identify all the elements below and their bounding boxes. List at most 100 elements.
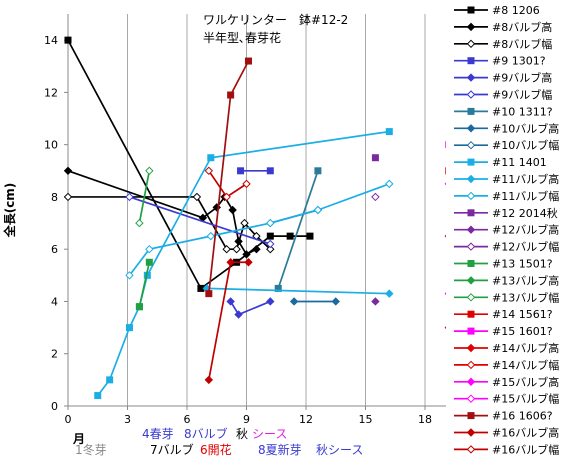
data-point xyxy=(207,154,215,162)
legend-swatch-marker xyxy=(467,6,475,14)
y-tick-label: 14 xyxy=(44,34,58,47)
data-point xyxy=(266,218,275,228)
x-tick-label: 12 xyxy=(299,413,313,426)
legend-swatch-marker xyxy=(466,90,476,99)
series-line xyxy=(129,196,271,245)
y-tick-label: 0 xyxy=(51,400,58,413)
legend-swatch-marker xyxy=(467,57,475,65)
data-point xyxy=(266,167,274,175)
data-point xyxy=(385,128,393,136)
annotation-label: 8夏新芽 xyxy=(258,442,302,457)
data-point xyxy=(237,167,245,175)
data-point xyxy=(306,232,314,240)
data-point xyxy=(125,324,133,332)
x-axis-label: 月 xyxy=(72,432,85,446)
legend-entry-label: #8 1206 xyxy=(492,4,540,17)
y-tick-label: 4 xyxy=(51,295,58,308)
data-point xyxy=(205,290,213,298)
annotation-label: 秋シース xyxy=(316,443,363,457)
legend-entry-label: #14バルブ幅 xyxy=(492,358,559,372)
data-point xyxy=(222,244,231,254)
legend-entry-label: #12 2014秋 xyxy=(492,206,558,220)
data-point xyxy=(266,297,275,306)
legend-entry-label: #9バルブ幅 xyxy=(492,88,552,102)
data-point xyxy=(197,284,205,292)
legend-swatch-marker xyxy=(466,360,476,370)
y-tick-label: 12 xyxy=(44,86,58,99)
x-tick-label: 15 xyxy=(359,413,373,426)
data-point xyxy=(232,244,241,254)
y-tick-label: 10 xyxy=(44,139,58,152)
series-line xyxy=(67,169,257,256)
legend-entry-label: #8バルブ高 xyxy=(492,20,552,34)
data-point xyxy=(135,218,144,228)
data-point xyxy=(331,297,340,306)
legend-entry-label: #15バルブ幅 xyxy=(492,392,559,406)
x-tick-label: 6 xyxy=(184,413,191,426)
legend-entry-label: #13バルブ幅 xyxy=(492,290,559,304)
legend-background xyxy=(446,2,572,462)
series-line xyxy=(206,287,390,295)
data-point xyxy=(204,166,214,176)
data-point xyxy=(385,289,394,298)
x-tick-label: 9 xyxy=(243,413,250,426)
legend-swatch-marker xyxy=(466,276,476,285)
data-point xyxy=(135,303,143,311)
legend-entry-label: #16 1606? xyxy=(492,410,553,423)
series-line xyxy=(208,170,247,199)
legend-swatch-marker xyxy=(466,445,476,454)
legend-entry-label: #11バルブ高 xyxy=(492,172,559,186)
data-point xyxy=(234,310,243,319)
data-point xyxy=(226,297,235,306)
data-point xyxy=(313,205,323,215)
legend-swatch-marker xyxy=(466,140,476,150)
legend-swatch-marker xyxy=(466,225,476,234)
y-tick-label: 6 xyxy=(51,243,58,256)
legend-entry-label: #8バルブ幅 xyxy=(492,37,552,51)
legend-entry-label: #16バルブ高 xyxy=(492,426,559,440)
y-tick-label: 8 xyxy=(51,191,58,204)
data-point xyxy=(125,192,134,202)
legend-entry-label: #15 1601? xyxy=(492,325,553,338)
legend-entry-label: #9バルブ高 xyxy=(492,71,552,85)
legend-swatch-marker xyxy=(467,260,475,267)
y-axis-label: 全長(cm) xyxy=(2,183,17,239)
data-point xyxy=(206,231,216,241)
legend-entry-label: #10 1311? xyxy=(492,105,553,118)
data-point xyxy=(266,232,274,240)
legend-swatch-marker xyxy=(467,412,475,420)
legend-entry-label: #16バルブ幅 xyxy=(492,442,559,456)
data-point xyxy=(143,271,151,279)
data-point xyxy=(286,232,294,240)
legend-swatch-marker xyxy=(466,191,476,201)
data-point xyxy=(145,166,154,176)
legend-entry-label: #11 1401 xyxy=(492,156,547,169)
legend-swatch-marker xyxy=(466,124,476,133)
data-point xyxy=(314,167,322,175)
data-point xyxy=(63,192,73,202)
annotation-label: 7バルブ xyxy=(150,442,194,457)
series-line xyxy=(138,262,151,307)
data-point xyxy=(228,205,237,215)
data-point xyxy=(145,244,154,254)
legend-entry-label: #10バルブ幅 xyxy=(492,138,559,152)
data-point xyxy=(266,244,275,254)
data-point xyxy=(244,258,253,267)
data-point xyxy=(192,192,202,202)
annotation-label: 6開花 xyxy=(200,442,232,457)
legend-entry-label: #10バルブ高 xyxy=(492,121,559,135)
legend-entry-label: #15バルブ高 xyxy=(492,375,559,389)
series-line xyxy=(138,170,151,224)
legend-entry-label: #12バルブ幅 xyxy=(492,240,559,254)
legend-swatch-marker xyxy=(467,158,475,166)
data-point xyxy=(371,192,380,202)
data-point xyxy=(371,297,380,306)
series-line xyxy=(128,183,390,276)
legend-swatch-marker xyxy=(466,174,476,184)
data-point xyxy=(227,91,235,99)
y-tick-label: 2 xyxy=(51,348,58,361)
annotation-label: 1冬芽 xyxy=(75,442,107,457)
data-point xyxy=(125,271,134,280)
annotation-label: シース xyxy=(252,427,287,441)
